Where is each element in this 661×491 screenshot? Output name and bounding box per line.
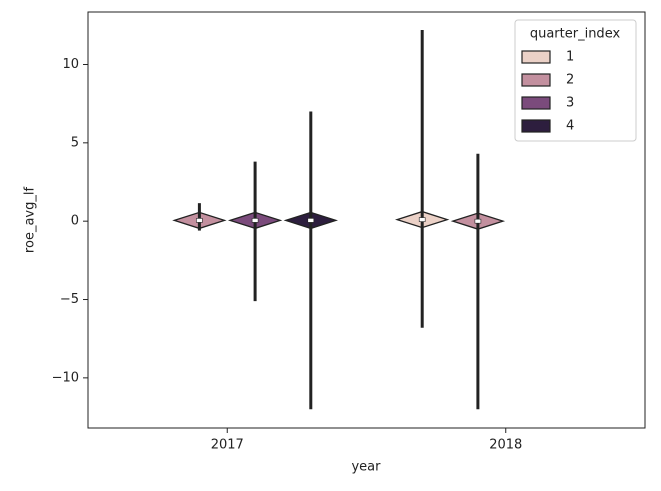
x-tick-label: 2018 [489, 438, 522, 453]
legend-swatch [521, 50, 551, 64]
median-marker [418, 217, 426, 222]
median-marker [307, 218, 315, 223]
x-axis-label: year [351, 460, 381, 475]
legend-swatch [521, 119, 551, 133]
x-tick-label: 2017 [211, 438, 244, 453]
legend-label: 1 [566, 50, 574, 65]
plot-frame [87, 11, 646, 429]
median-marker [196, 218, 203, 223]
median-marker [251, 218, 259, 223]
legend-swatch [521, 96, 551, 110]
y-tick-label: 10 [62, 57, 79, 72]
y-tick-label: −5 [60, 292, 79, 307]
y-tick-label: −10 [52, 370, 79, 385]
legend-box [514, 19, 637, 142]
y-axis-label: roe_avg_lf [23, 187, 38, 254]
legend-label: 4 [566, 119, 574, 134]
median-marker [474, 218, 482, 224]
y-tick-label: 5 [71, 135, 79, 150]
y-tick-label: 0 [71, 214, 79, 229]
legend-title: quarter_index [530, 27, 621, 42]
legend-label: 3 [566, 96, 574, 111]
legend-label: 2 [566, 73, 574, 88]
legend-swatch [521, 73, 551, 87]
